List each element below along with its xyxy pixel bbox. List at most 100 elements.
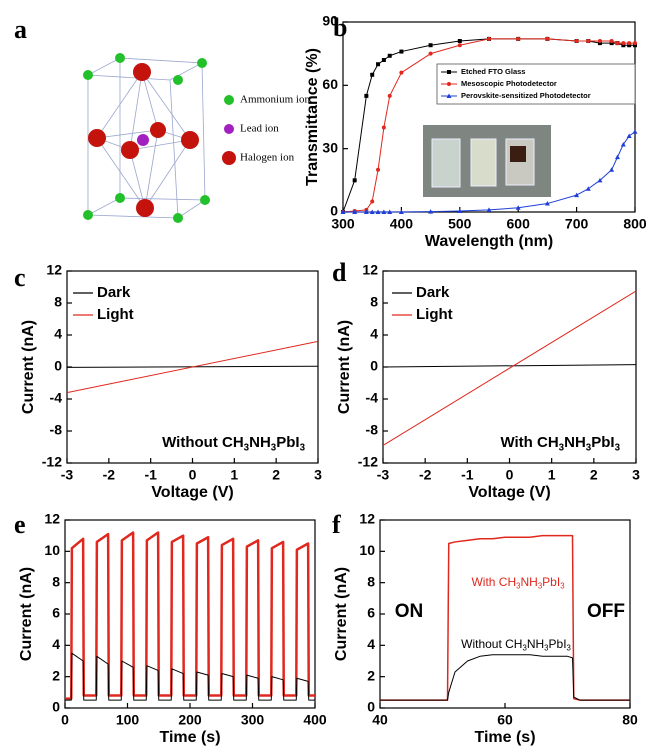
y-tick-label: 0 bbox=[370, 358, 378, 374]
annotation-part: 3 bbox=[244, 442, 250, 453]
x-axis-label: Time (s) bbox=[474, 729, 535, 746]
annotation-part: NH bbox=[520, 575, 537, 589]
legend-label: Light bbox=[416, 306, 453, 323]
annotation-part: PbI bbox=[542, 575, 560, 589]
marker bbox=[627, 43, 632, 48]
panel-letter: c bbox=[14, 263, 26, 292]
annotation-part: 3 bbox=[522, 644, 526, 653]
x-tick-label: 2 bbox=[590, 467, 598, 483]
legend-box bbox=[436, 63, 636, 105]
marker bbox=[574, 192, 580, 198]
marker bbox=[585, 186, 591, 191]
marker bbox=[545, 36, 550, 41]
annotation-part: With CH bbox=[471, 575, 516, 589]
marker bbox=[597, 41, 602, 46]
marker bbox=[381, 58, 386, 62]
legend-label: Lead ion bbox=[240, 123, 279, 135]
y-tick-label: 30 bbox=[322, 139, 338, 155]
marker bbox=[609, 41, 614, 46]
legend-label: Etched FTO Glass bbox=[461, 67, 525, 76]
y-tick-label: 12 bbox=[46, 262, 62, 278]
annotation-part: NH bbox=[564, 434, 586, 451]
marker bbox=[632, 129, 638, 134]
y-tick-label: 2 bbox=[367, 667, 375, 683]
marker bbox=[515, 205, 521, 210]
marker bbox=[428, 43, 433, 48]
chart-panel: f 0 2 4 6 8 10 12 40 60 80 Time (s) Current (nA) ON OF… bbox=[332, 510, 638, 746]
annotation: OFF bbox=[587, 601, 625, 622]
legend-label: Perovskite-sensitized Photodetector bbox=[461, 91, 591, 100]
chart-panel: e 0 2 4 6 8 10 12 0 100 200 300 400 Time (s) Current (… bbox=[14, 510, 327, 746]
chart-panel: b 0 30 60 90 300 400 500 600 700 800 Wavelength (nm… bbox=[304, 13, 647, 251]
marker bbox=[633, 41, 637, 46]
x-tick-label: 700 bbox=[565, 216, 589, 232]
x-tick-label: 500 bbox=[448, 216, 472, 232]
series-line bbox=[380, 654, 630, 701]
annotation-part: OFF bbox=[587, 601, 625, 622]
structure-panel: a Ammonium ion Lead ion bbox=[14, 15, 310, 223]
marker bbox=[447, 82, 451, 86]
x-tick-label: 1 bbox=[548, 467, 556, 483]
y-tick-label: 8 bbox=[52, 573, 60, 589]
annotation-part: 3 bbox=[560, 582, 564, 591]
marker bbox=[352, 178, 357, 183]
annotation-part: Without CH bbox=[461, 637, 522, 651]
marker bbox=[363, 209, 369, 214]
marker bbox=[516, 36, 521, 41]
marker bbox=[370, 199, 375, 204]
y-axis-label: Current (nA) bbox=[20, 320, 37, 414]
y-tick-label: 8 bbox=[367, 573, 375, 589]
marker bbox=[614, 154, 620, 160]
y-axis-label: Transmittance (%) bbox=[304, 48, 321, 186]
marker bbox=[457, 208, 463, 213]
y-tick-label: 12 bbox=[362, 262, 378, 278]
x-tick-label: 3 bbox=[632, 467, 640, 483]
x-tick-label: 0 bbox=[506, 467, 514, 483]
x-tick-label: 100 bbox=[116, 712, 140, 728]
y-tick-label: -4 bbox=[366, 390, 379, 406]
marker bbox=[615, 41, 620, 46]
y-tick-label: 4 bbox=[52, 636, 60, 652]
y-axis-label: Current (nA) bbox=[333, 567, 350, 661]
series-line bbox=[382, 290, 637, 446]
annotation: With CH3NH3PbI3 bbox=[471, 575, 564, 590]
marker bbox=[621, 43, 626, 48]
series-line bbox=[66, 340, 319, 394]
x-tick-label: 400 bbox=[303, 712, 327, 728]
annotation-part: 3 bbox=[615, 442, 621, 453]
marker bbox=[340, 209, 346, 214]
y-tick-label: 8 bbox=[54, 294, 62, 310]
marker bbox=[627, 41, 632, 46]
annotation: Without CH3NH3PbI3 bbox=[162, 434, 305, 453]
marker bbox=[381, 125, 386, 130]
y-tick-label: -8 bbox=[50, 422, 63, 438]
x-tick-label: 400 bbox=[390, 216, 414, 232]
panel-letter: a bbox=[14, 15, 27, 44]
crystal-wireframe bbox=[86, 57, 207, 219]
legend-label: Dark bbox=[97, 284, 131, 301]
marker bbox=[352, 209, 358, 214]
x-axis-label: Voltage (V) bbox=[468, 484, 550, 501]
annotation-part: PbI bbox=[591, 434, 614, 451]
y-tick-label: 0 bbox=[330, 203, 338, 219]
marker bbox=[597, 177, 603, 183]
annotation-part: NH bbox=[527, 637, 544, 651]
legend-label: Ammonium ion bbox=[240, 94, 310, 106]
x-axis-label: Wavelength (nm) bbox=[425, 233, 553, 250]
marker bbox=[597, 39, 602, 43]
marker bbox=[399, 49, 404, 54]
marker bbox=[621, 41, 626, 46]
x-axis-label: Voltage (V) bbox=[151, 484, 233, 501]
marker bbox=[586, 39, 591, 43]
annotation: ON bbox=[395, 601, 424, 622]
x-tick-label: 3 bbox=[314, 467, 322, 483]
legend-label: Light bbox=[97, 306, 134, 323]
marker bbox=[387, 93, 392, 98]
series-line bbox=[65, 531, 315, 700]
marker bbox=[381, 209, 387, 214]
x-tick-label: -2 bbox=[419, 467, 432, 483]
x-tick-label: -2 bbox=[103, 467, 116, 483]
x-tick-label: 0 bbox=[61, 712, 69, 728]
